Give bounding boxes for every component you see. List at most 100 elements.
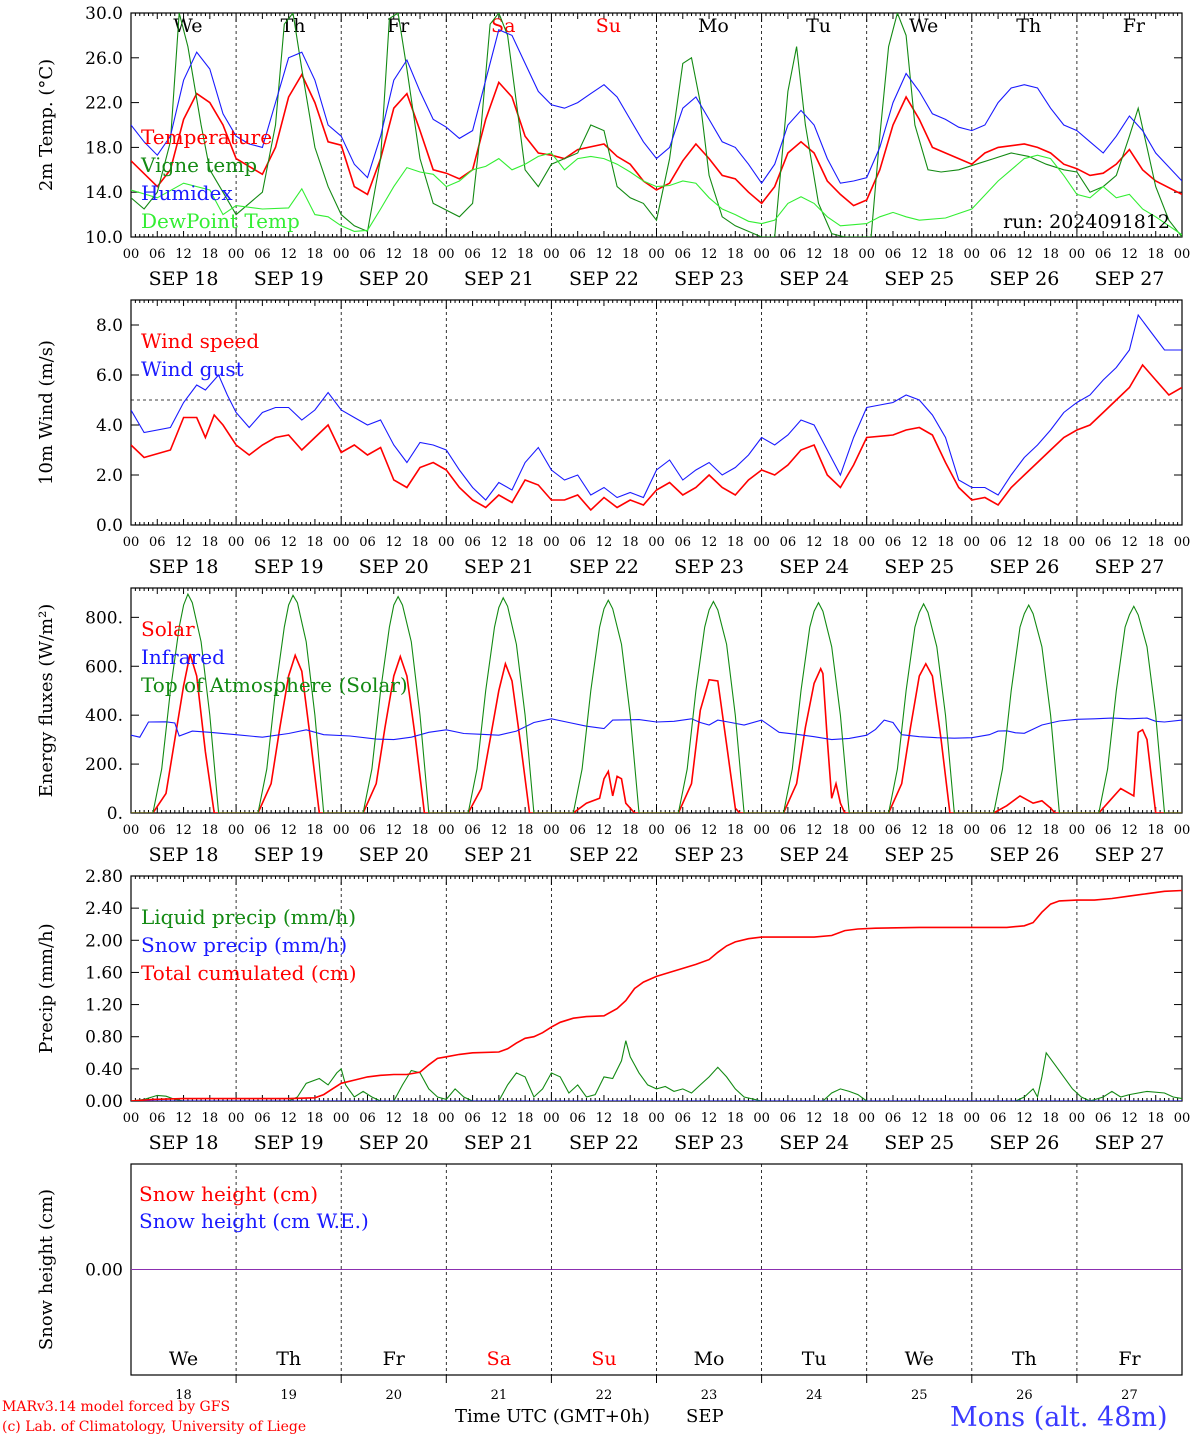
precip-legend-entry: Total cumulated (cm) (141, 961, 357, 985)
precip-hour-label: 06 (569, 1111, 586, 1126)
wind-date-label: SEP 19 (254, 556, 324, 578)
day-number-label: 27 (1121, 1388, 1138, 1403)
energy-hour-label: 00 (648, 823, 665, 838)
energy-hour-label: 00 (753, 823, 770, 838)
snow-legend-entry: Snow height (cm) (139, 1182, 318, 1206)
wind-date-label: SEP 27 (1095, 556, 1165, 578)
temp-hour-label: 18 (307, 247, 324, 262)
wind-hour-label: 00 (964, 535, 981, 550)
wind-ytick-label: 8.0 (96, 316, 123, 336)
snow-weekday-label: Th (1012, 1348, 1037, 1370)
temp-hour-label: 18 (517, 247, 534, 262)
temp-hour-label: 06 (990, 247, 1007, 262)
energy-date-label: SEP 25 (884, 844, 954, 866)
precip-date-label: SEP 19 (254, 1132, 324, 1154)
energy-hour-label: 18 (622, 823, 639, 838)
temp-date-label: SEP 27 (1095, 268, 1165, 290)
weekday-label: Su (596, 15, 621, 37)
series-total-cumulated-cm (131, 889, 1182, 1101)
temp-ytick-label: 22.0 (85, 94, 123, 114)
temp-hour-label: 18 (832, 247, 849, 262)
energy-hour-label: 12 (701, 823, 718, 838)
temp-hour-label: 18 (412, 247, 429, 262)
temp-ytick-label: 14.0 (85, 183, 123, 203)
wind-hour-label: 06 (1095, 535, 1112, 550)
series-dewpoint-temp (131, 152, 1182, 236)
precip-ytick-label: 2.00 (85, 931, 123, 951)
temp-legend-entry: DewPoint Temp (141, 209, 300, 233)
wind-ytick-label: 0.0 (96, 516, 123, 536)
precip-ytick-label: 1.60 (85, 963, 123, 983)
energy-ylabel: Energy fluxes (W/m²) (36, 604, 57, 798)
snow-weekday-label: Th (276, 1348, 301, 1370)
energy-hour-label: 18 (412, 823, 429, 838)
precip-date-label: SEP 23 (674, 1132, 744, 1154)
energy-ytick-label: 800. (85, 608, 123, 628)
precip-hour-label: 00 (753, 1111, 770, 1126)
precip-hour-label: 06 (675, 1111, 692, 1126)
temp-date-label: SEP 23 (674, 268, 744, 290)
wind-hour-label: 18 (412, 535, 429, 550)
snow-ylabel: Snow height (cm) (36, 1189, 57, 1350)
wind-hour-label: 00 (1174, 535, 1191, 550)
energy-date-label: SEP 27 (1095, 844, 1165, 866)
temp-hour-label: 00 (123, 247, 140, 262)
wind-hour-label: 18 (937, 535, 954, 550)
precip-hour-label: 12 (491, 1111, 508, 1126)
energy-hour-label: 00 (228, 823, 245, 838)
wind-ylabel: 10m Wind (m/s) (36, 340, 57, 485)
temp-hour-label: 00 (438, 247, 455, 262)
wind-hour-label: 06 (254, 535, 271, 550)
wind-hour-label: 12 (701, 535, 718, 550)
temp-hour-label: 06 (254, 247, 271, 262)
wind-hour-label: 00 (228, 535, 245, 550)
site-label: Mons (alt. 48m) (950, 1402, 1168, 1433)
precip-hour-label: 00 (228, 1111, 245, 1126)
precip-ytick-label: 0.80 (85, 1028, 123, 1048)
energy-hour-label: 06 (780, 823, 797, 838)
energy-hour-label: 00 (858, 823, 875, 838)
energy-hour-label: 06 (254, 823, 271, 838)
energy-hour-label: 06 (569, 823, 586, 838)
wind-date-label: SEP 18 (149, 556, 219, 578)
wind-date-label: SEP 26 (989, 556, 1059, 578)
precip-hour-label: 00 (858, 1111, 875, 1126)
precip-hour-label: 06 (780, 1111, 797, 1126)
temp-ytick-label: 18.0 (85, 138, 123, 158)
snow-weekday-label: Fr (383, 1348, 406, 1370)
precip-date-label: SEP 18 (149, 1132, 219, 1154)
wind-hour-label: 00 (1069, 535, 1086, 550)
weekday-label: We (909, 15, 938, 37)
temp-hour-label: 00 (1174, 247, 1191, 262)
energy-hour-label: 12 (806, 823, 823, 838)
series-wind-gust (131, 313, 1182, 501)
energy-hour-label: 18 (517, 823, 534, 838)
wind-hour-label: 00 (333, 535, 350, 550)
temp-hour-label: 18 (937, 247, 954, 262)
wind-ytick-label: 6.0 (96, 366, 123, 386)
precip-hour-label: 00 (648, 1111, 665, 1126)
precip-hour-label: 00 (543, 1111, 560, 1126)
precip-hour-label: 18 (727, 1111, 744, 1126)
wind-date-label: SEP 20 (359, 556, 429, 578)
snow-weekday-label: We (905, 1348, 934, 1370)
precip-hour-label: 06 (1095, 1111, 1112, 1126)
precip-date-label: SEP 24 (779, 1132, 849, 1154)
energy-hour-label: 00 (438, 823, 455, 838)
temp-hour-label: 12 (596, 247, 613, 262)
temp-hour-label: 12 (701, 247, 718, 262)
wind-date-label: SEP 24 (779, 556, 849, 578)
temp-hour-label: 00 (228, 247, 245, 262)
precip-hour-label: 18 (1147, 1111, 1164, 1126)
weekday-label: Tu (806, 15, 831, 37)
precip-hour-label: 00 (964, 1111, 981, 1126)
snow-ytick-label: 0.00 (85, 1261, 123, 1281)
precip-hour-label: 06 (464, 1111, 481, 1126)
precip-hour-label: 18 (412, 1111, 429, 1126)
day-number-label: 26 (1016, 1388, 1033, 1403)
precip-hour-label: 18 (307, 1111, 324, 1126)
precip-hour-label: 06 (149, 1111, 166, 1126)
energy-hour-label: 00 (1174, 823, 1191, 838)
panel-energy: 0. 200. 400. 600. 800. Energy fluxes (W/m²) 00… (36, 587, 1191, 866)
wind-hour-label: 12 (1121, 535, 1138, 550)
